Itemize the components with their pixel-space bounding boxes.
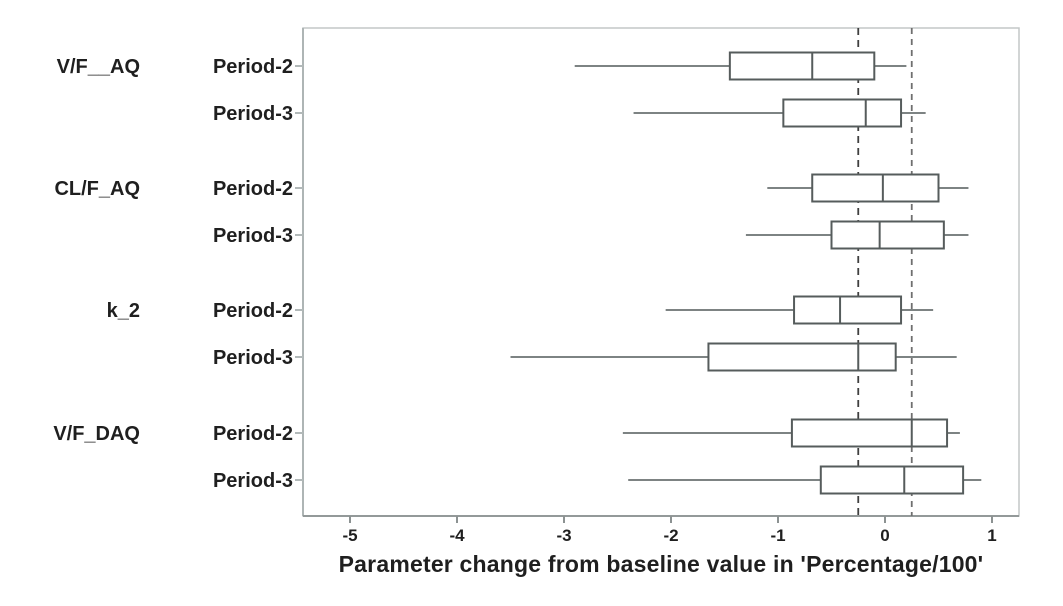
box [707, 342, 897, 372]
period-label: Period-3 [213, 347, 293, 369]
x-tick-label: 1 [987, 526, 996, 545]
period-label: Period-2 [213, 56, 293, 78]
period-label: Period-3 [213, 225, 293, 247]
box [830, 220, 945, 250]
period-label: Period-2 [213, 178, 293, 200]
box [819, 465, 965, 495]
parameter-group-label: CL/F_AQ [54, 178, 140, 200]
parameter-group-label: k_2 [107, 300, 140, 322]
parameter-group-label: V/F_DAQ [53, 423, 140, 445]
x-tick-label: -5 [342, 526, 357, 545]
x-tick-label: -4 [449, 526, 465, 545]
x-tick-label: 0 [880, 526, 889, 545]
period-label: Period-2 [213, 300, 293, 322]
x-axis-title: Parameter change from baseline value in … [338, 551, 984, 577]
box [790, 418, 949, 448]
x-tick-label: -1 [770, 526, 785, 545]
period-label: Period-2 [213, 423, 293, 445]
box [793, 295, 903, 325]
x-tick-label: -2 [663, 526, 678, 545]
box [728, 51, 876, 81]
period-label: Period-3 [213, 103, 293, 125]
period-label: Period-3 [213, 470, 293, 492]
parameter-group-label: V/F__AQ [57, 56, 140, 78]
x-tick-label: -3 [556, 526, 571, 545]
box [782, 98, 903, 128]
box [811, 173, 940, 203]
